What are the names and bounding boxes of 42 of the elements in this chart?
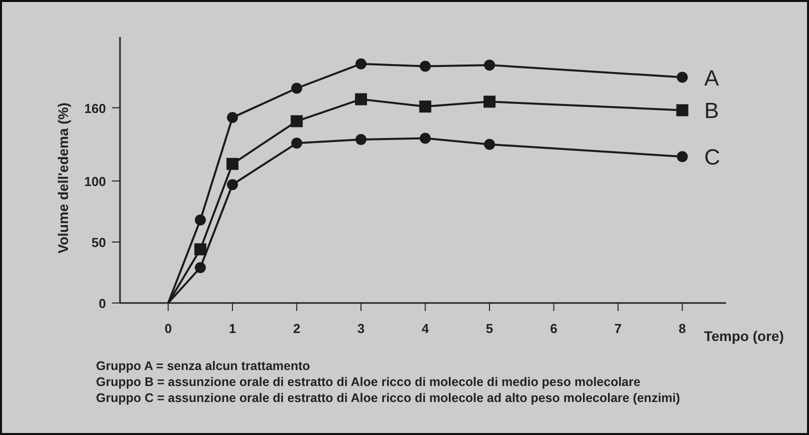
- x-tick-label: 1: [228, 321, 236, 336]
- point: [291, 138, 302, 149]
- point: [676, 72, 688, 83]
- point: [484, 60, 496, 71]
- point: [194, 214, 206, 226]
- point: [420, 132, 431, 144]
- x-tick-label: 6: [550, 321, 558, 336]
- point: [226, 179, 238, 190]
- point: [226, 158, 238, 170]
- x-tick-label: 2: [293, 321, 300, 336]
- x-tick-label: 4: [422, 321, 430, 336]
- y-tick-label: 50: [92, 234, 106, 250]
- y-tick-label: 160: [84, 100, 106, 116]
- point: [226, 112, 238, 124]
- point: [676, 104, 688, 116]
- x-tick-label: 0: [164, 321, 172, 336]
- point: [194, 243, 206, 256]
- point: [194, 262, 206, 274]
- point: [676, 151, 688, 162]
- point: [355, 134, 366, 145]
- text: Gruppo A = senza alcun trattamento: [96, 359, 310, 373]
- x-tick-label: 8: [678, 321, 686, 336]
- point: [419, 100, 432, 113]
- x-tick-label: 3: [357, 321, 365, 336]
- text: Gruppo B = assunzione orale di estratto di Aloe ricco di molecole di medio peso molecolare: [96, 375, 640, 389]
- point: [355, 58, 366, 70]
- x-tick-label: 5: [486, 321, 494, 336]
- y-axis-title: Volume dell'edema (%): [55, 102, 71, 254]
- y-tick-label: 0: [98, 296, 106, 311]
- point: [484, 138, 496, 150]
- x-axis-title: Tempo (ore): [704, 328, 784, 344]
- point: [484, 96, 496, 108]
- point: [290, 115, 303, 128]
- text: Gruppo C = assunzione orale di estratto di Aloe ricco di molecole ad alto peso molecolare (enzimi): [96, 391, 680, 405]
- x-tick-label: 7: [614, 321, 622, 336]
- point: [420, 60, 431, 72]
- point: [291, 82, 302, 94]
- y-tick-label: 100: [84, 174, 106, 189]
- series-label: B: [704, 98, 719, 124]
- point: [354, 93, 367, 106]
- series-label: C: [704, 144, 720, 170]
- series-label: A: [704, 65, 720, 90]
